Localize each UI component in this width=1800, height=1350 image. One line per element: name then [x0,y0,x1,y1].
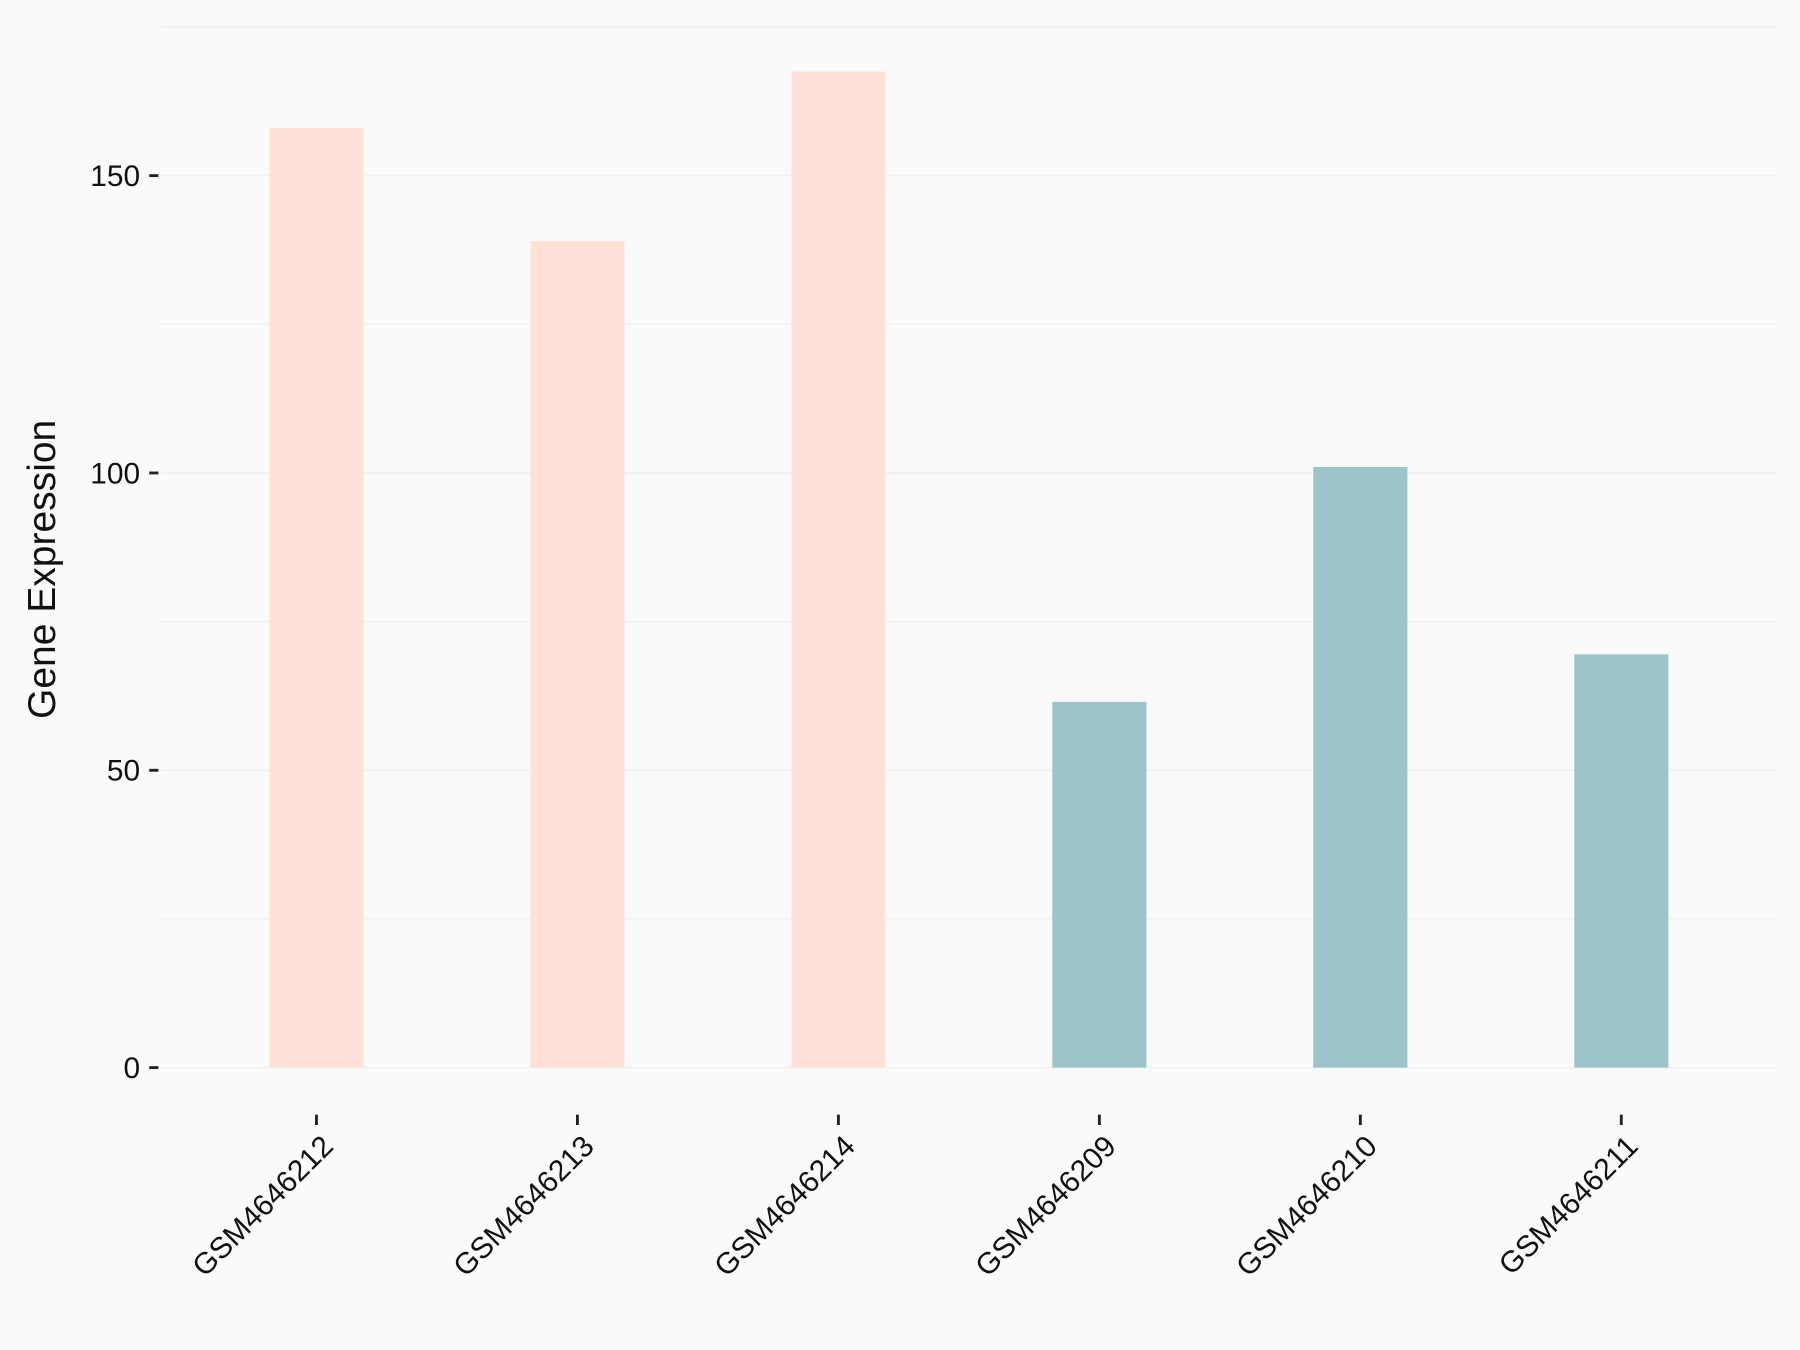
y-tick-label: 50 [107,755,140,788]
y-tick-label: 100 [90,457,140,490]
bar [791,71,886,1068]
bar [1052,701,1147,1068]
bar [1313,467,1408,1068]
bar [1574,654,1669,1068]
y-tick-label: 150 [90,160,140,193]
y-tick-label: 0 [123,1052,140,1085]
bar [530,241,625,1068]
bar [269,128,364,1068]
y-axis-label: Gene Expression [21,420,64,719]
